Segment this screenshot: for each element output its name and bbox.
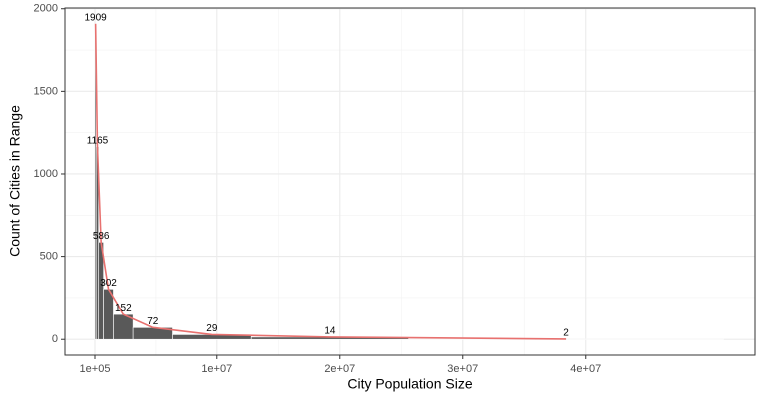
y-tick-label: 1500: [34, 85, 58, 97]
plot-background: [65, 8, 755, 355]
x-tick-label: 1e+07: [201, 363, 232, 375]
data-label: 1165: [87, 135, 109, 146]
y-tick-label: 500: [40, 251, 58, 263]
y-tick-label: 2000: [34, 3, 58, 15]
y-tick-label: 1000: [34, 168, 58, 180]
data-label: 1909: [85, 12, 108, 23]
y-tick-label: 0: [52, 333, 58, 345]
bar: [103, 289, 114, 340]
data-label: 586: [93, 231, 110, 242]
x-tick-label: 3e+07: [447, 363, 478, 375]
plot-border: [64, 7, 756, 356]
data-label: 152: [115, 303, 132, 314]
data-label: 29: [206, 323, 218, 334]
data-label: 14: [324, 326, 336, 337]
data-label: 302: [100, 278, 117, 289]
data-label: 2: [563, 328, 569, 339]
x-tick-label: 4e+07: [570, 363, 601, 375]
x-tick-label: 1e+05: [80, 363, 111, 375]
data-label: 72: [147, 316, 159, 327]
x-tick-label: 2e+07: [324, 363, 355, 375]
x-axis-title: City Population Size: [347, 376, 473, 392]
trend-line: [94, 23, 567, 340]
y-axis-title: Count of Cities in Range: [7, 105, 23, 257]
